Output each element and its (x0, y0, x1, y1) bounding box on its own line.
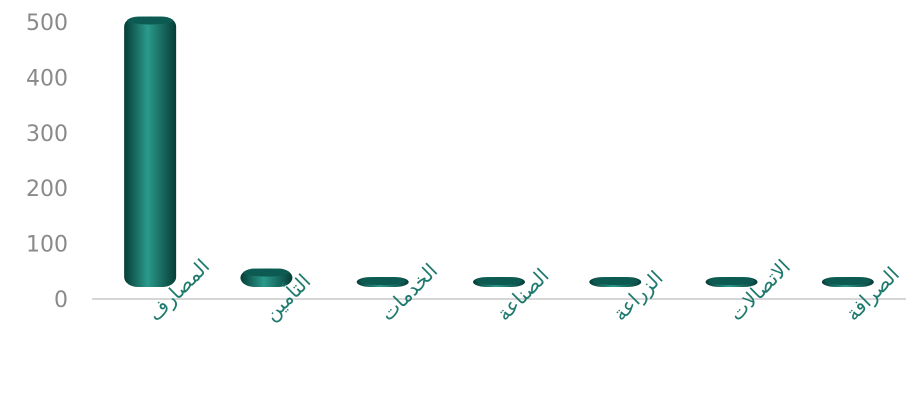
bar-top (243, 268, 290, 277)
bar (473, 277, 525, 287)
bar (705, 277, 758, 287)
y-tick-label: 400 (26, 66, 68, 91)
x-axis-categories: المصارف التأمين الخدمات الصناعة الزراعة الاتص… (143, 254, 904, 325)
y-tick-label: 500 (26, 11, 68, 36)
y-tick-label: 200 (26, 177, 68, 202)
bar (589, 277, 642, 287)
bar-top (359, 277, 406, 285)
x-category-label: الصرافة (840, 262, 904, 326)
bar-top (476, 277, 522, 285)
bars-layer (124, 16, 874, 288)
x-category-label: الصناعة (492, 263, 554, 325)
bar-body (124, 16, 177, 288)
bar-top (824, 277, 871, 285)
bar-top (708, 277, 755, 285)
bar (124, 16, 177, 288)
y-tick-label: 100 (26, 233, 68, 258)
y-tick-label: 300 (26, 122, 68, 147)
bar-top (592, 277, 639, 285)
x-category-label: الاتصالات (724, 255, 795, 326)
y-tick-label: 0 (54, 288, 68, 313)
bar (821, 277, 874, 287)
y-axis-ticks: 0 100 200 300 400 500 (26, 11, 68, 313)
bar-top (127, 16, 174, 25)
x-category-label: الزراعة (608, 266, 668, 326)
bar (240, 268, 293, 287)
bar (356, 277, 409, 287)
x-category-label: الخدمات (375, 259, 442, 326)
